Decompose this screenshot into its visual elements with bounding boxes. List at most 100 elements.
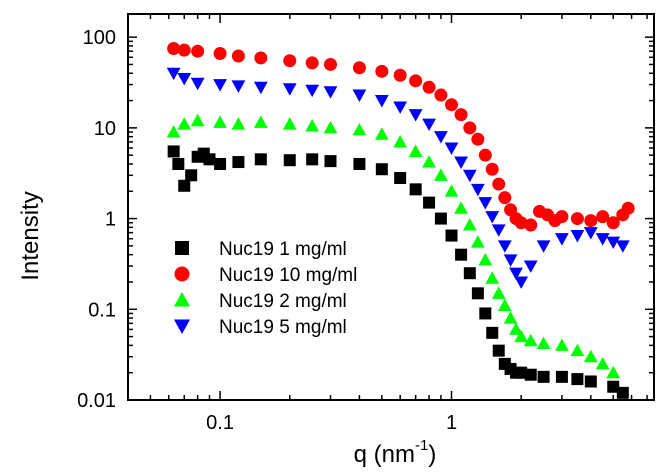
legend-label: Nuc19 10 mg/ml	[219, 265, 357, 286]
data-point	[485, 271, 500, 284]
data-point	[282, 117, 297, 130]
data-point	[537, 370, 550, 383]
data-point	[305, 119, 320, 132]
data-point	[509, 267, 523, 281]
data-point	[621, 201, 635, 215]
data-point	[515, 366, 528, 379]
data-point	[254, 153, 267, 166]
data-point	[607, 380, 620, 393]
data-point	[172, 157, 185, 170]
data-point	[616, 386, 629, 399]
data-point	[471, 287, 484, 300]
data-point	[478, 253, 493, 266]
data-point	[497, 298, 512, 312]
data-point	[213, 79, 227, 92]
data-point	[324, 155, 337, 168]
data-point	[514, 329, 529, 343]
data-point	[571, 373, 584, 386]
data-point	[305, 56, 319, 70]
data-point	[422, 118, 436, 132]
data-point	[213, 47, 227, 61]
series-0	[167, 145, 629, 399]
data-point	[394, 172, 407, 185]
data-point	[523, 333, 538, 347]
data-point	[454, 201, 468, 214]
legend-item: Nuc19 1 mg/ml	[175, 239, 347, 260]
legend-marker	[173, 291, 191, 307]
y-axis-title: Intensity	[17, 191, 44, 280]
data-point	[444, 142, 459, 155]
data-point	[306, 153, 319, 166]
data-point	[462, 218, 477, 231]
data-point	[375, 163, 388, 176]
x-axis-title-superscript: -1	[415, 437, 428, 454]
data-point	[478, 197, 493, 210]
data-point	[231, 117, 246, 130]
x-tick-label: 1	[446, 412, 457, 434]
data-point	[485, 162, 499, 176]
data-point	[514, 276, 529, 289]
data-point	[203, 153, 216, 166]
data-point	[485, 211, 500, 224]
data-point	[352, 122, 367, 136]
data-point	[478, 148, 492, 162]
data-point	[491, 224, 506, 237]
data-point	[232, 156, 245, 169]
data-point	[353, 157, 366, 170]
data-point	[434, 88, 448, 102]
data-point	[393, 101, 408, 114]
data-point	[166, 125, 181, 138]
x-axis-title-end: )	[428, 441, 436, 468]
legend-label: Nuc19 2 mg/ml	[219, 291, 347, 312]
data-point	[283, 54, 297, 68]
data-point	[584, 214, 598, 228]
data-point	[393, 68, 407, 82]
data-point	[185, 169, 198, 182]
data-point	[595, 357, 610, 370]
data-point	[606, 236, 621, 250]
y-tick-label: 100	[83, 27, 116, 49]
data-point	[463, 267, 476, 280]
data-point	[570, 230, 585, 243]
data-point	[555, 210, 569, 224]
plot-frame	[127, 13, 655, 401]
data-point	[555, 370, 568, 383]
y-tick-label: 1	[105, 209, 116, 231]
data-point	[470, 183, 485, 197]
legend-item: Nuc19 2 mg/ml	[173, 291, 347, 312]
data-point	[570, 212, 584, 226]
data-point	[214, 157, 227, 170]
legend: Nuc19 1 mg/ml Nuc19 10 mg/ml Nuc19 2 mg/ml…	[173, 239, 357, 338]
legend-marker	[174, 266, 190, 282]
data-point	[596, 210, 610, 224]
data-point	[583, 227, 598, 240]
y-tick-label: 0.01	[77, 390, 116, 412]
data-point	[524, 218, 538, 232]
legend-item: Nuc19 10 mg/ml	[174, 265, 357, 286]
data-point	[434, 168, 448, 181]
x-axis-title: q (nm-1)	[354, 437, 437, 468]
x-axis-title-main: q (nm	[354, 441, 415, 468]
data-point	[615, 240, 630, 253]
data-point	[177, 117, 192, 130]
legend-label: Nuc19 5 mg/ml	[219, 317, 347, 338]
data-point	[191, 44, 205, 58]
data-point	[584, 375, 597, 388]
data-point	[492, 344, 505, 357]
data-point	[323, 57, 337, 71]
data-point	[444, 184, 459, 197]
data-point	[462, 169, 477, 183]
series-layer	[166, 41, 635, 399]
data-point	[454, 108, 468, 122]
data-point	[393, 135, 408, 148]
data-point	[177, 43, 191, 57]
data-point	[423, 196, 436, 209]
data-point	[523, 260, 538, 273]
data-point	[503, 254, 518, 267]
data-point	[167, 145, 180, 158]
data-point	[492, 177, 506, 191]
data-point	[422, 80, 436, 94]
data-point	[323, 120, 338, 134]
data-point	[570, 343, 585, 357]
data-point	[166, 67, 181, 81]
